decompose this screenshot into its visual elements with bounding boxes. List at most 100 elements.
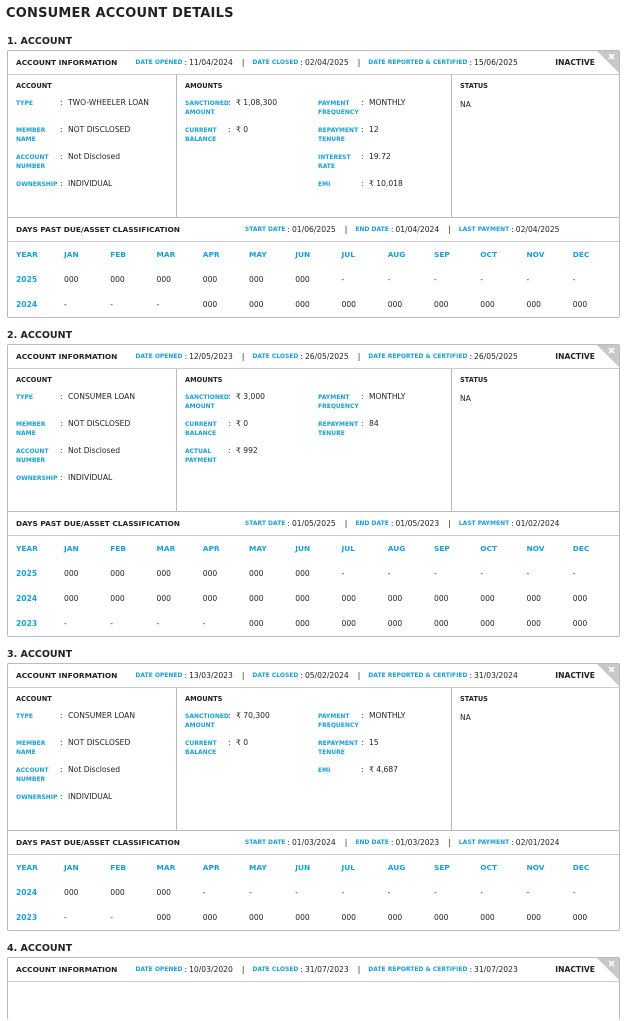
dpd-cell: 000 xyxy=(295,619,310,628)
field: TYPE: CONSUMER LOAN xyxy=(16,391,168,418)
column-heading: STATUS xyxy=(460,82,488,90)
field-value: MONTHLY xyxy=(369,98,406,107)
field-value: 05/02/2024 xyxy=(304,671,349,680)
field-value: 31/07/2023 xyxy=(304,965,349,974)
field-label: CURRENT BALANCE xyxy=(185,421,217,437)
column-header: JUL xyxy=(341,250,355,259)
dpd-cell: 000 xyxy=(295,913,310,922)
bar-label: ACCOUNT INFORMATION xyxy=(16,671,118,680)
divider: | xyxy=(241,58,245,67)
dpd-cell: - xyxy=(526,275,530,284)
field-value: 01/03/2023 xyxy=(395,838,440,847)
separator: : xyxy=(228,419,231,428)
info-bar: ACCOUNT INFORMATION DATE OPENED:13/03/202… xyxy=(8,664,619,688)
separator: : xyxy=(60,392,63,401)
dpd-cell: - xyxy=(434,888,437,897)
dpd-cell: - xyxy=(572,888,576,897)
field-value: ₹ 0 xyxy=(236,125,249,134)
status-column: STATUS NA xyxy=(452,688,619,830)
field-label: DATE CLOSED xyxy=(252,59,299,66)
separator: : xyxy=(300,58,303,67)
separator: : xyxy=(228,98,231,107)
dpd-cell: - xyxy=(64,913,67,922)
close-corner xyxy=(597,958,619,980)
column-header: DEC xyxy=(572,250,590,259)
field-value: 02/01/2024 xyxy=(515,838,560,847)
field: SANCTIONED AMOUNT: ₹ 3,000 xyxy=(185,391,318,418)
dpd-cell: 000 xyxy=(341,594,357,603)
column-header: JUN xyxy=(295,544,311,553)
field-label: CURRENT BALANCE xyxy=(185,740,217,756)
dpd-cell: 000 xyxy=(202,300,218,309)
field-value: NOT DISCLOSED xyxy=(68,419,131,428)
column-header: DEC xyxy=(572,544,590,553)
field-label: ACCOUNT NUMBER xyxy=(16,448,49,464)
dpd-cell: 000 xyxy=(156,913,172,922)
field-value: TWO-WHEELER LOAN xyxy=(68,98,149,107)
field-value: ₹ 3,000 xyxy=(236,392,265,401)
separator: : xyxy=(60,179,63,188)
field: PAYMENT FREQUENCY: MONTHLY xyxy=(318,710,443,737)
divider: | xyxy=(357,58,361,67)
field: CURRENT BALANCE: ₹ 0 xyxy=(185,418,318,445)
field: ACTUAL PAYMENT: ₹ 992 xyxy=(185,445,318,472)
field-label: SANCTIONED AMOUNT xyxy=(185,100,229,116)
field-label: DATE REPORTED & CERTIFIED xyxy=(368,966,468,973)
field-value: 10/03/2020 xyxy=(189,965,233,974)
field-label: LAST PAYMENT xyxy=(458,520,510,527)
bar-label: DAYS PAST DUE/ASSET CLASSIFICATION xyxy=(16,225,180,234)
column-header: APR xyxy=(202,863,220,872)
dpd-cell: - xyxy=(202,888,206,897)
amounts-right: PAYMENT FREQUENCY: MONTHLY REPAYMENT TENUR… xyxy=(318,97,443,205)
field-label: DATE REPORTED & CERTIFIED xyxy=(368,59,468,66)
dpd-cell: 000 xyxy=(202,594,218,603)
column-header: JAN xyxy=(64,250,79,259)
separator: : xyxy=(228,392,231,401)
column-header: SEP xyxy=(434,863,450,872)
dpd-cell: - xyxy=(156,619,160,628)
dpd-table: YEAR JAN FEB MAR APR MAY JUN JUL AUG SEP OCT NOV DEC… xyxy=(8,855,619,930)
column-header: MAR xyxy=(156,863,176,872)
divider: | xyxy=(357,671,361,680)
column-heading: AMOUNTS xyxy=(185,695,223,703)
dpd-cell: 000 xyxy=(202,275,218,284)
field-label: START DATE xyxy=(244,226,286,233)
amounts-column: AMOUNTS SANCTIONED AMOUNT: ₹ 1,08,300 CURRE… xyxy=(177,75,452,217)
separator: : xyxy=(469,965,473,974)
column-header: APR xyxy=(202,544,220,553)
dpd-cell: 000 xyxy=(526,594,542,603)
column-header: MAY xyxy=(249,250,267,259)
field-value: 84 xyxy=(369,419,379,428)
separator: : xyxy=(60,152,63,161)
dpd-cell: 000 xyxy=(156,594,172,603)
details: ACCOUNT TYPE: CONSUMER LOAN MEMBER NAME: NOT… xyxy=(8,688,619,831)
dpd-cell: 000 xyxy=(110,594,125,603)
dpd-cell: 000 xyxy=(110,888,125,897)
field: REPAYMENT TENURE:84 xyxy=(318,418,443,445)
dpd-cell: 000 xyxy=(341,300,357,309)
field: REPAYMENT TENURE:15 xyxy=(318,737,443,764)
account-column: ACCOUNT TYPE: CONSUMER LOAN MEMBER NAME: NOT… xyxy=(8,369,177,511)
field: SANCTIONED AMOUNT: ₹ 1,08,300 xyxy=(185,97,318,124)
status-value: NA xyxy=(460,394,471,403)
dpd-cell: 000 xyxy=(64,888,79,897)
dpd-cell: - xyxy=(434,569,437,578)
field-value: 26/05/2025 xyxy=(304,352,349,361)
amounts-left: SANCTIONED AMOUNT: ₹ 3,000 CURRENT BALANCE… xyxy=(185,391,318,472)
field-value: 31/07/2023 xyxy=(474,965,518,974)
field-value: ₹ 0 xyxy=(236,419,249,428)
field-value: INDIVIDUAL xyxy=(68,473,113,482)
field-label: MEMBER NAME xyxy=(16,740,46,756)
dpd-cell: - xyxy=(387,275,391,284)
column-header: YEAR xyxy=(16,250,38,259)
field-label: OWNERSHIP xyxy=(16,181,58,188)
dpd-cell: - xyxy=(295,888,298,897)
field: CURRENT BALANCE: ₹ 0 xyxy=(185,124,318,151)
dpd-cell: 000 xyxy=(249,594,264,603)
field: REPAYMENT TENURE:12 xyxy=(318,124,443,151)
separator: : xyxy=(361,711,364,720)
field-value: Not Disclosed xyxy=(68,152,121,161)
dpd-cell: - xyxy=(249,888,252,897)
field-value: 01/04/2024 xyxy=(395,225,440,234)
